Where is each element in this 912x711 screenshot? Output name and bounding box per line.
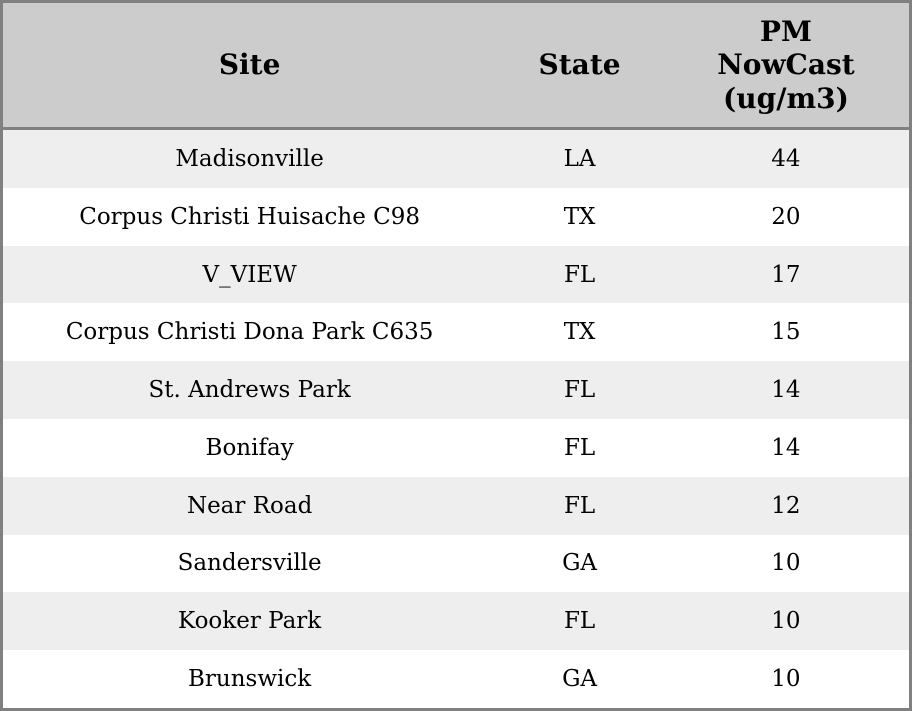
table-row: Sandersville GA 10: [3, 534, 909, 593]
state-cell: GA: [562, 666, 598, 693]
table-row: Corpus Christi Dona Park C635 TX 15: [3, 303, 909, 362]
state-cell: FL: [563, 434, 596, 461]
pm-nowcast-table: Site State PM NowCast (ug/m3) Madisonvil…: [3, 3, 909, 708]
state-cell: FL: [563, 377, 596, 404]
site-cell: Madisonville: [175, 145, 324, 172]
state-cell: FL: [563, 261, 596, 288]
header-state: State: [496, 3, 663, 130]
table-row: Kooker Park FL 10: [3, 592, 909, 651]
header-pm-nowcast: PM NowCast (ug/m3): [662, 3, 909, 130]
table-row: Near Road FL 12: [3, 476, 909, 535]
pm-cell: 44: [771, 145, 801, 172]
pm-cell: 12: [771, 492, 801, 519]
pm-cell: 10: [771, 550, 801, 577]
pm-cell: 10: [771, 608, 801, 635]
table-row: V_VIEW FL 17: [3, 245, 909, 304]
site-cell: Kooker Park: [178, 608, 322, 635]
site-cell: Brunswick: [188, 666, 312, 693]
site-cell: St. Andrews Park: [148, 377, 351, 404]
header-site: Site: [3, 3, 497, 130]
header-row: Site State PM NowCast (ug/m3): [3, 3, 909, 130]
pm-cell: 20: [771, 203, 801, 230]
pm-cell: 17: [771, 261, 801, 288]
state-cell: LA: [563, 145, 596, 172]
table-row: Bonifay FL 14: [3, 419, 909, 477]
table-row: Corpus Christi Huisache C98 TX 20: [3, 187, 909, 246]
pm-cell: 14: [771, 434, 801, 461]
table-header: Site State PM NowCast (ug/m3): [3, 3, 909, 130]
site-cell: Sandersville: [177, 550, 322, 577]
state-cell: FL: [563, 492, 596, 519]
table-body: Madisonville LA 44 Corpus Christi Huisac…: [3, 128, 909, 708]
table-row: St. Andrews Park FL 14: [3, 361, 909, 420]
state-cell: TX: [563, 203, 596, 230]
site-cell: Bonifay: [205, 434, 294, 461]
pm-cell: 14: [771, 377, 801, 404]
site-cell: Corpus Christi Dona Park C635: [65, 319, 434, 346]
pm-cell: 10: [771, 666, 801, 693]
table-row: Madisonville LA 44: [3, 128, 909, 188]
site-cell: Near Road: [186, 492, 313, 519]
site-cell: Corpus Christi Huisache C98: [79, 203, 421, 230]
state-cell: GA: [562, 550, 598, 577]
state-cell: FL: [563, 608, 596, 635]
pm-cell: 15: [771, 319, 801, 346]
state-cell: TX: [563, 319, 596, 346]
table-row: Brunswick GA 10: [3, 650, 909, 708]
site-cell: V_VIEW: [202, 261, 297, 288]
